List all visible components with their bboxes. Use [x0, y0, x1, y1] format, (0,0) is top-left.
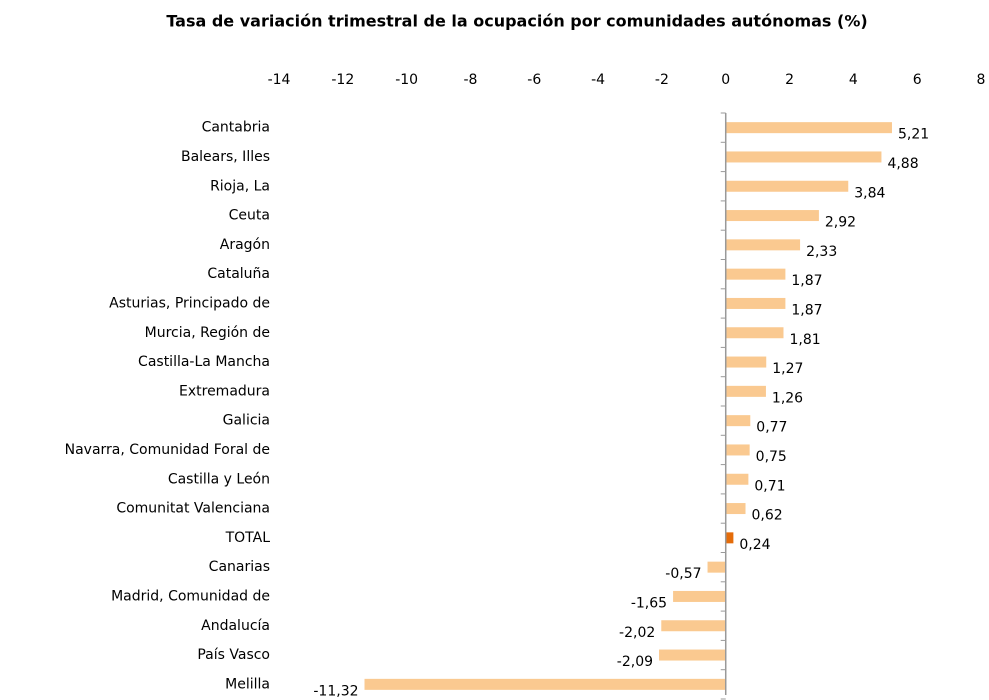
data-label: 1,26: [772, 390, 803, 406]
y-tick-label: Cataluña: [207, 266, 270, 282]
data-label: 0,62: [752, 508, 783, 524]
data-label: 0,71: [754, 478, 785, 494]
y-tick-label: TOTAL: [225, 530, 271, 546]
bar: [725, 180, 849, 192]
x-tick-label: -10: [395, 72, 418, 88]
data-label: 1,87: [791, 273, 822, 289]
data-label: 2,33: [806, 244, 837, 260]
x-tick-label: 4: [849, 72, 858, 88]
bar: [661, 620, 726, 632]
x-tick-label: -4: [591, 72, 605, 88]
data-label: 1,27: [772, 361, 803, 377]
y-tick-label: Aragón: [220, 237, 270, 253]
y-tick-label: Murcia, Región de: [145, 325, 270, 341]
bar: [725, 210, 819, 222]
bar: [659, 649, 726, 661]
y-tick-label: Melilla: [225, 676, 270, 692]
bar: [725, 297, 786, 309]
x-tick-label: 0: [721, 72, 730, 88]
y-tick-label: País Vasco: [197, 647, 270, 663]
bar: [725, 415, 751, 427]
x-tick-label: -14: [268, 72, 291, 88]
data-label: 5,21: [898, 127, 929, 143]
bar: [673, 590, 726, 602]
data-label: -0,57: [665, 566, 701, 582]
data-label: 4,88: [887, 156, 918, 172]
bar: [725, 356, 767, 368]
bar: [725, 122, 892, 134]
data-label: -2,02: [619, 625, 655, 641]
x-tick-label: -8: [463, 72, 477, 88]
data-label: 3,84: [854, 185, 885, 201]
x-tick-label: 2: [785, 72, 794, 88]
data-label: 0,75: [756, 449, 787, 465]
data-label: -11,32: [313, 683, 358, 699]
y-tick-label: Navarra, Comunidad Foral de: [65, 442, 270, 458]
data-label: -1,65: [631, 595, 667, 611]
bar: [725, 503, 746, 515]
y-tick-label: Extremadura: [179, 383, 270, 399]
data-label: 0,24: [739, 537, 770, 553]
bar: [707, 561, 726, 573]
data-label: 1,87: [791, 302, 822, 318]
y-tick-label: Cantabria: [202, 120, 270, 136]
data-label: 1,81: [789, 332, 820, 348]
y-tick-label: Castilla-La Mancha: [138, 354, 270, 370]
bar: [364, 678, 726, 690]
y-tick-label: Ceuta: [229, 208, 270, 224]
y-tick-label: Madrid, Comunidad de: [111, 588, 270, 604]
bar: [725, 473, 749, 485]
y-tick-label: Canarias: [209, 559, 270, 575]
y-tick-label: Galicia: [223, 413, 270, 429]
data-label: -2,09: [617, 654, 653, 670]
y-tick-label: Asturias, Principado de: [109, 295, 270, 311]
x-tick-label: 8: [977, 72, 986, 88]
y-tick-label: Balears, Illes: [181, 149, 270, 165]
bar: [725, 151, 882, 163]
x-tick-label: -12: [331, 72, 354, 88]
data-label: 0,77: [756, 420, 787, 436]
y-tick-label: Comunitat Valenciana: [116, 501, 270, 517]
y-tick-label: Andalucía: [201, 618, 270, 634]
bar: [725, 532, 734, 544]
bar: [725, 268, 786, 280]
bar: [725, 327, 784, 339]
x-tick-label: -6: [527, 72, 541, 88]
chart-title: Tasa de variación trimestral de la ocupa…: [166, 12, 867, 31]
bar: [725, 385, 766, 397]
y-tick-label: Rioja, La: [210, 178, 270, 194]
x-tick-label: -2: [655, 72, 669, 88]
x-tick-label: 6: [913, 72, 922, 88]
bar: [725, 239, 801, 251]
data-label: 2,92: [825, 215, 856, 231]
bar: [725, 444, 750, 456]
y-tick-label: Castilla y León: [168, 471, 270, 487]
